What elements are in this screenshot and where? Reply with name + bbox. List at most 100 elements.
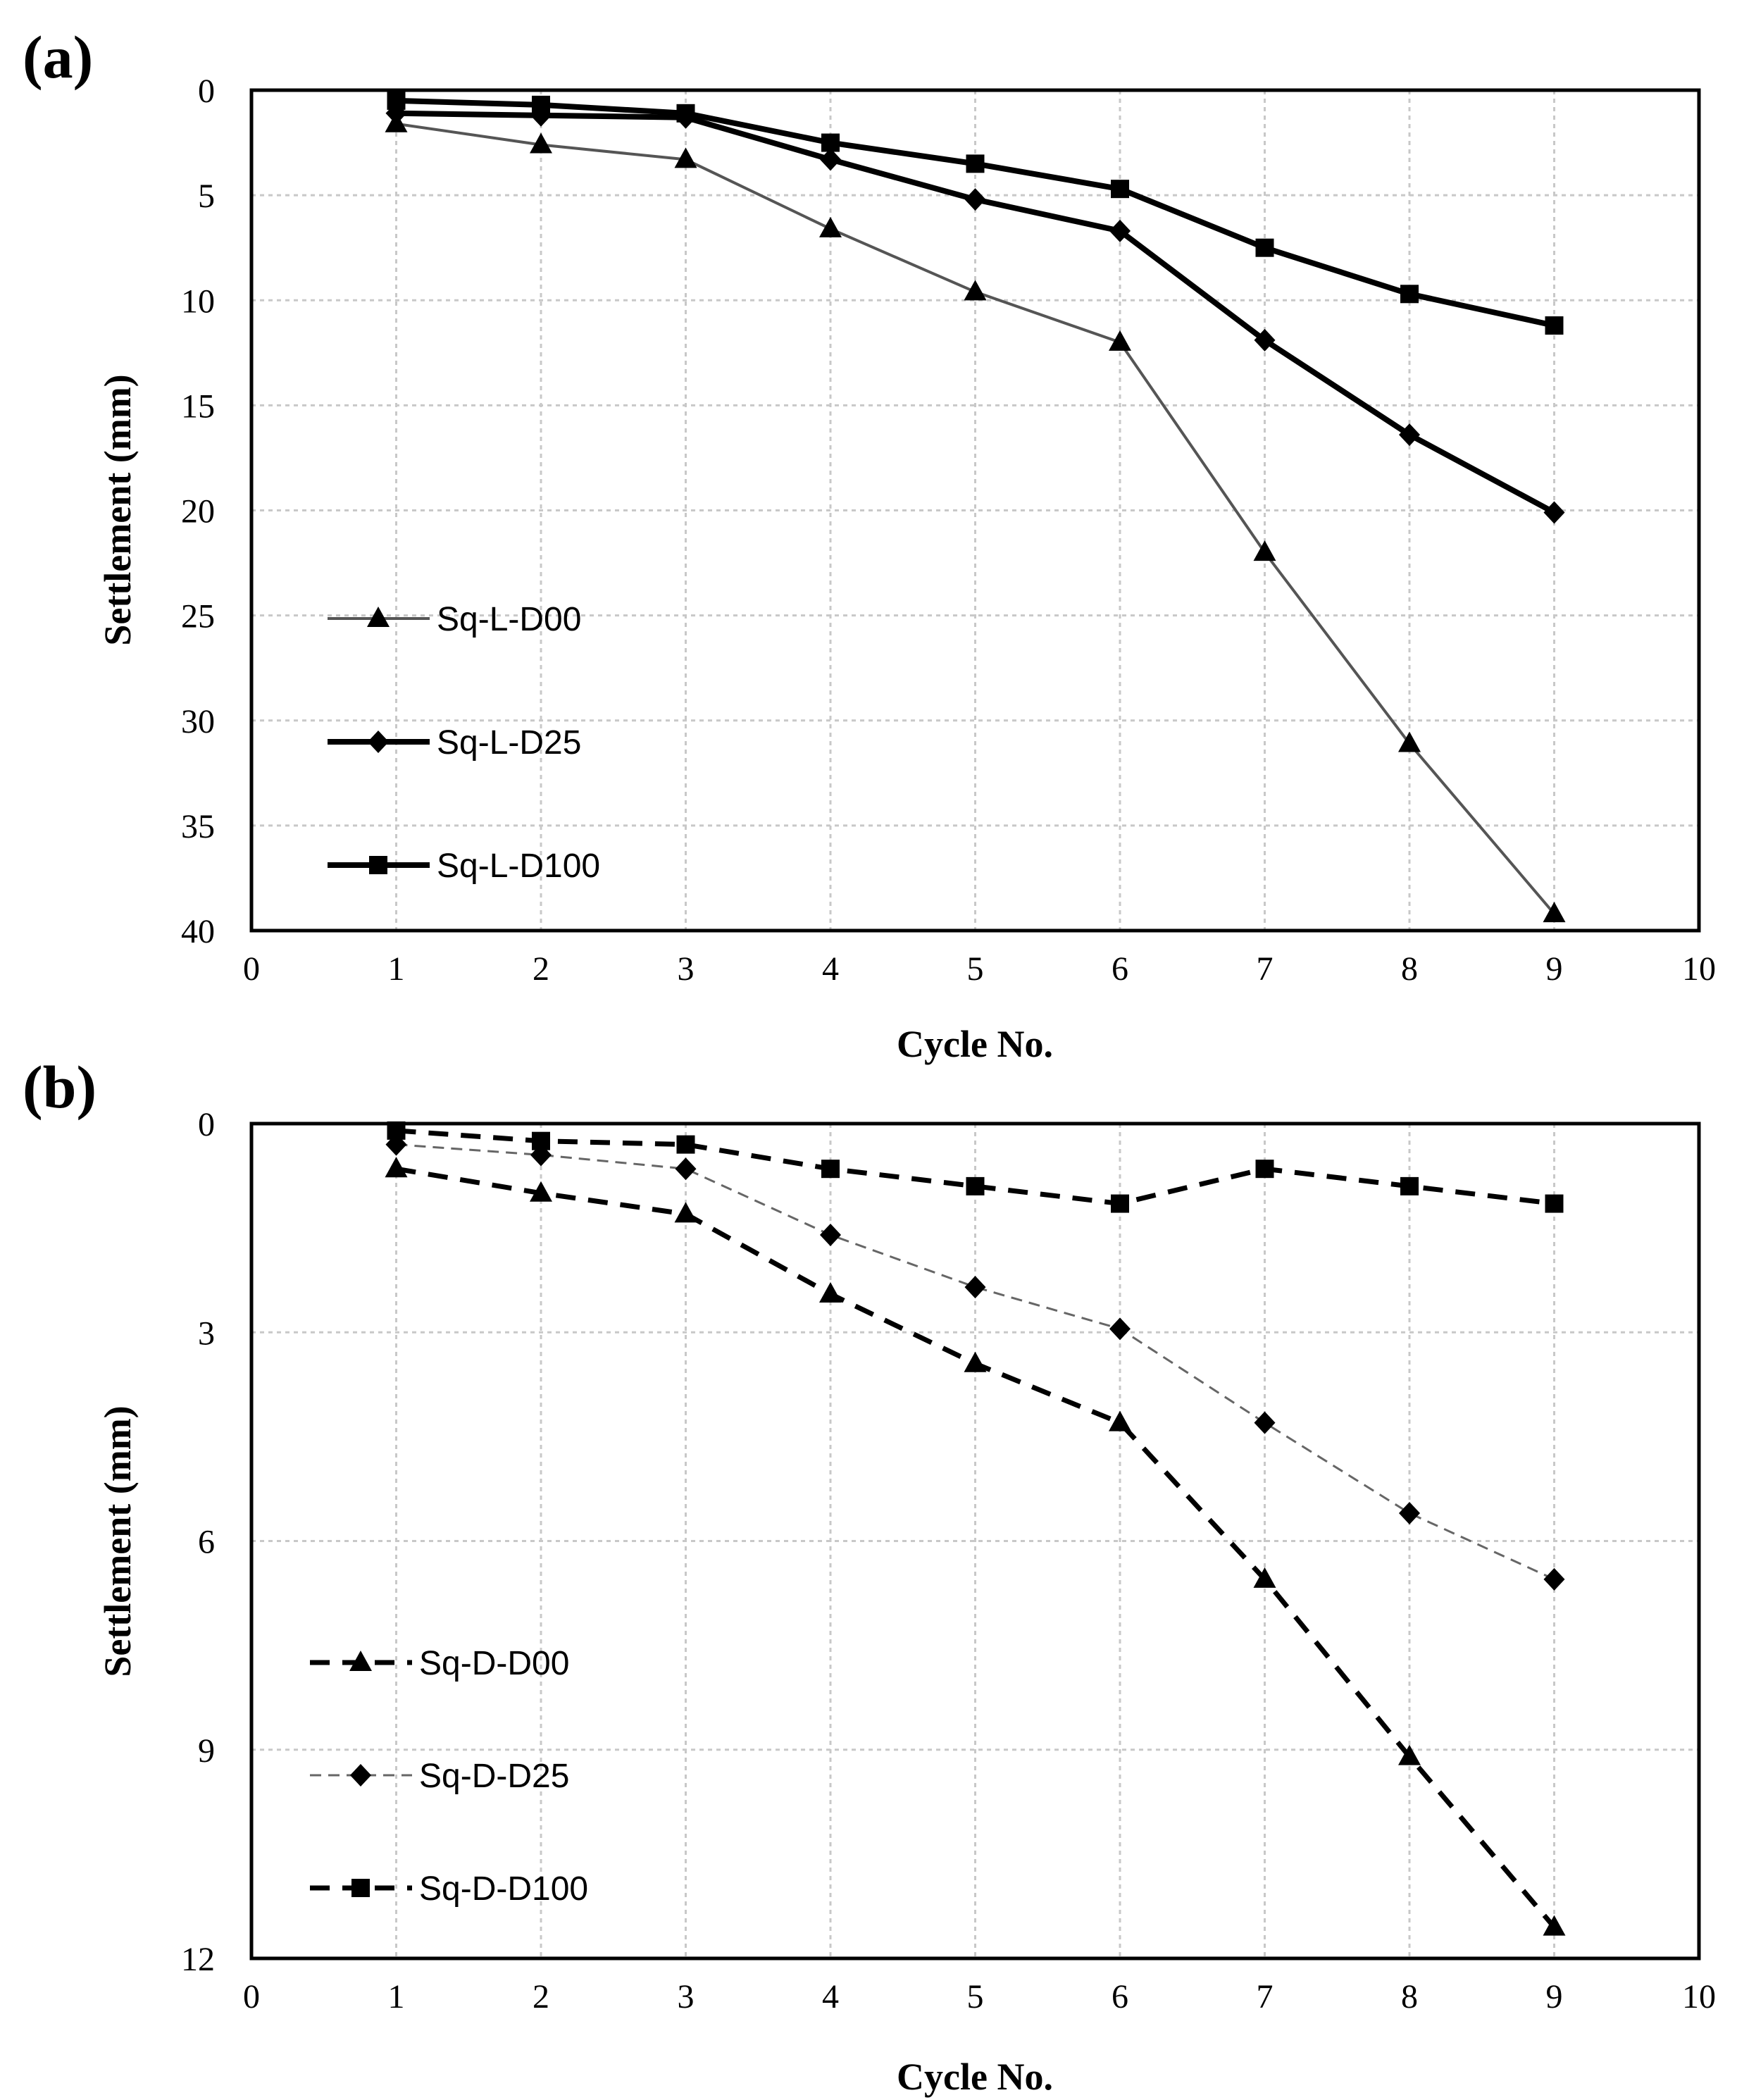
data-point-sq-l-d00 [1253,540,1276,561]
x-tick-label: 8 [1401,1978,1418,2015]
legend-marker-square [369,856,387,874]
data-point-sq-l-d25 [964,188,986,211]
y-tick-label: 12 [181,1941,215,1978]
legend-label: Sq-L-D100 [437,847,600,885]
data-point-sq-l-d100 [532,95,550,114]
x-tick-label: 6 [1112,950,1128,988]
legend-label: Sq-L-D00 [437,601,581,638]
x-tick-label: 2 [533,1978,549,2015]
legend-label: Sq-D-D25 [419,1758,569,1795]
panel-b-y-ticks: 0 3 6 9 12 [181,1106,215,1978]
y-tick-label: 25 [181,598,215,635]
data-point-sq-l-d25 [1399,423,1420,447]
x-tick-label: 1 [388,1978,405,2015]
panel-b-series [385,1121,1566,1936]
panel-b-grid [251,1124,1699,1958]
data-point-sq-l-d100 [1400,285,1419,304]
data-point-sq-l-d00 [1543,902,1566,923]
panel-a-y-axis-title: Settlement (mm) [96,374,139,645]
y-tick-label: 10 [181,282,215,320]
x-tick-label: 4 [822,950,839,988]
legend-item-sq-d-d100: Sq-D-D100 [310,1870,588,1908]
data-point-sq-d-d00 [530,1181,552,1202]
legend-item-sq-l-d00: Sq-L-D00 [328,601,581,638]
data-point-sq-l-d00 [1398,731,1421,752]
data-point-sq-d-d00 [964,1351,987,1372]
data-point-sq-d-d100 [1111,1194,1129,1213]
data-point-sq-d-d00 [674,1202,697,1223]
legend-marker-diamond [350,1764,371,1787]
series-sq-l-d00 [385,111,1566,923]
data-point-sq-d-d100 [966,1176,985,1195]
data-point-sq-l-d100 [821,133,840,152]
series-sq-d-d00 [385,1157,1566,1936]
y-tick-label: 3 [198,1315,215,1352]
panel-a-y-ticks: 0 5 10 15 20 25 30 35 40 [181,73,215,950]
data-point-sq-l-d100 [1255,238,1274,257]
data-point-sq-l-d00 [674,147,697,168]
data-point-sq-l-d100 [387,91,406,110]
legend-marker-triangle [349,1651,372,1671]
x-tick-label: 6 [1112,1978,1128,2015]
data-point-sq-d-d00 [385,1157,408,1178]
data-point-sq-l-d25 [820,148,841,171]
legend-label: Sq-D-D00 [419,1645,569,1682]
data-point-sq-l-d100 [1111,180,1129,199]
y-tick-label: 40 [181,913,215,950]
y-tick-label: 6 [198,1524,215,1561]
data-point-sq-d-d00 [1253,1567,1276,1588]
y-tick-label: 5 [198,178,215,215]
data-point-sq-d-d100 [1545,1194,1564,1213]
legend-item-sq-d-d00: Sq-D-D00 [310,1645,569,1682]
series-line-sq-d-d100 [396,1128,1555,1207]
data-point-sq-d-d00 [1543,1915,1566,1936]
panel-b-legend: Sq-D-D00 Sq-D-D25 Sq-D-D100 [310,1645,588,1908]
data-point-sq-d-d100 [676,1135,695,1154]
y-tick-label: 30 [181,703,215,740]
x-tick-label: 0 [243,950,260,988]
x-tick-label: 7 [1257,950,1274,988]
legend-item-sq-l-d25: Sq-L-D25 [328,724,581,762]
data-point-sq-d-d100 [1255,1160,1274,1179]
legend-marker-square [351,1879,370,1897]
y-tick-label: 0 [198,1106,215,1143]
y-tick-label: 35 [181,808,215,845]
panel-b-label: (b) [23,1053,96,1121]
data-point-sq-l-d25 [1543,501,1565,524]
data-point-sq-d-d25 [1543,1567,1565,1591]
data-point-sq-l-d25 [1109,219,1131,242]
x-tick-label: 3 [678,950,695,988]
x-tick-label: 1 [388,950,405,988]
panel-b-x-axis-title: Cycle No. [897,2056,1053,2098]
y-tick-label: 20 [181,493,215,530]
panel-a-grid [251,90,1699,931]
x-tick-label: 9 [1546,1978,1563,2015]
data-point-sq-l-d00 [1109,330,1131,351]
data-point-sq-d-d100 [532,1131,550,1150]
panel-b-y-axis-title: Settlement (mm) [96,1405,139,1677]
panel-b-plot-frame [249,1122,1701,1961]
data-point-sq-d-d00 [1109,1410,1131,1431]
data-point-sq-d-d25 [1109,1317,1131,1341]
legend-item-sq-d-d25: Sq-D-D25 [310,1758,569,1795]
series-sq-l-d100 [387,91,1564,335]
x-tick-label: 10 [1682,1978,1716,2015]
panel-a-legend: Sq-L-D00 Sq-L-D25 Sq-L-D100 [328,601,600,885]
legend-marker-triangle [367,607,390,627]
panel-a-plot-frame [249,88,1701,933]
series-line-sq-d-d25 [396,1143,1555,1581]
data-point-sq-d-d25 [1399,1502,1420,1524]
data-point-sq-d-d25 [820,1224,841,1246]
data-point-sq-l-d100 [676,104,695,123]
data-point-sq-d-d100 [1400,1176,1419,1195]
y-tick-label: 0 [198,73,215,110]
panel-a-label: (a) [23,23,93,91]
y-tick-label: 9 [198,1732,215,1770]
data-point-sq-l-d00 [819,216,842,237]
x-tick-label: 2 [533,950,549,988]
x-tick-label: 7 [1257,1978,1274,2015]
panel-a: (a) 0 1 2 3 4 5 6 7 8 9 10 0 5 10 15 20 25 30 35 40 Cycle … [23,23,1716,1065]
x-tick-label: 8 [1401,950,1418,988]
